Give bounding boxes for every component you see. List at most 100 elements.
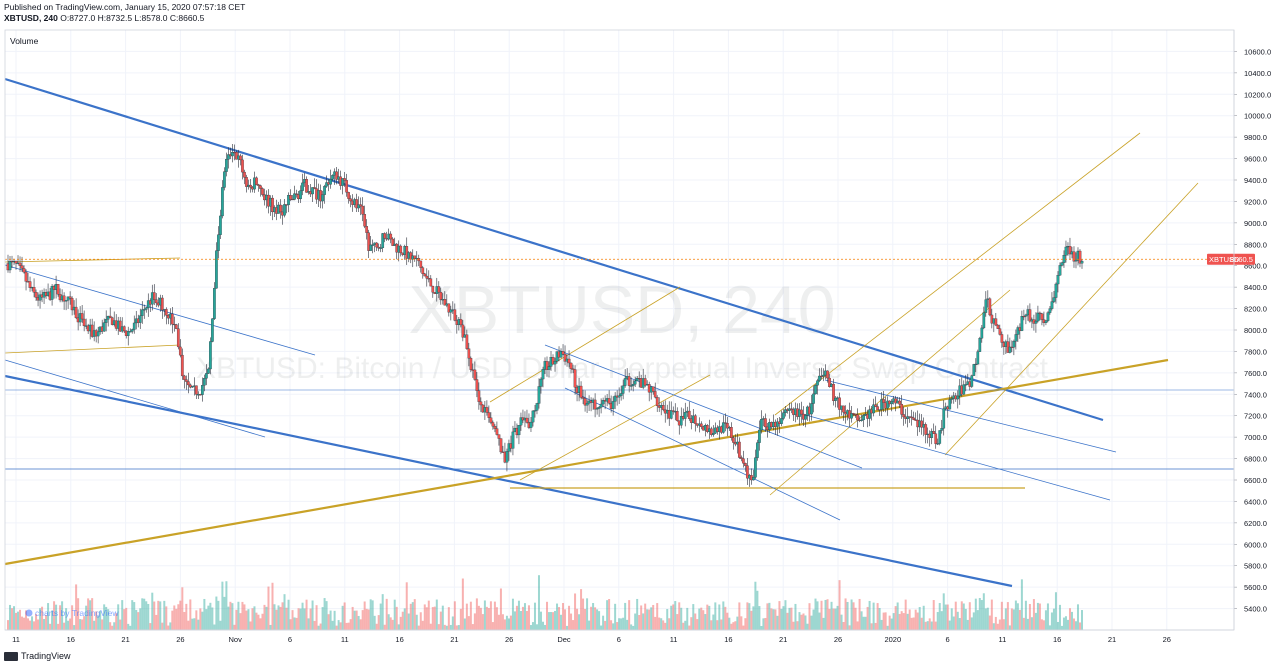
volume-bar: [519, 611, 522, 630]
candle-body: [241, 159, 244, 173]
price-tick-label: 10600.0: [1244, 47, 1271, 56]
volume-bar: [938, 603, 941, 630]
volume-bar: [842, 622, 845, 630]
candle-body: [567, 358, 571, 364]
trendline[interactable]: [4, 344, 181, 354]
volume-bar: [602, 615, 605, 630]
trendline[interactable]: [564, 387, 841, 521]
candle-body: [754, 457, 757, 478]
volume-bar: [574, 593, 577, 630]
candle-body: [601, 400, 605, 405]
volume-bar: [273, 604, 276, 630]
volume-bar: [89, 600, 92, 630]
candle-body: [1036, 312, 1040, 322]
volume-bar: [622, 617, 625, 630]
time-axis[interactable]: 11 16 21 26 Nov 6 11 16 21 26 Dec 6 11 16 21 26 2020 6 11 1…: [12, 635, 1171, 644]
price-tick-label: 7400.0: [1244, 390, 1267, 399]
price-tick-label: 5600.0: [1244, 583, 1267, 592]
volume-bar: [505, 615, 508, 630]
volume-bar: [403, 608, 406, 630]
volume-bar: [515, 605, 518, 630]
volume-bar: [275, 609, 278, 630]
volume-bar: [766, 603, 769, 630]
volume-bar: [237, 601, 240, 630]
volume-bar: [712, 614, 715, 630]
volume-bar: [469, 601, 472, 630]
price-tick-label: 8800.0: [1244, 240, 1267, 249]
volume-bar: [153, 601, 156, 630]
trendline[interactable]: [824, 379, 1117, 453]
candle-body: [176, 328, 180, 348]
volume-bar: [527, 605, 530, 630]
volume-bar: [688, 625, 691, 630]
trendline[interactable]: [544, 344, 863, 469]
candle-body: [760, 419, 763, 431]
tradingview-logo[interactable]: TradingView: [4, 651, 71, 661]
volume-bar: [564, 609, 567, 630]
candle-body: [705, 425, 709, 432]
volume-bar: [221, 581, 224, 630]
candle-body: [878, 409, 881, 411]
trendline[interactable]: [4, 77, 1104, 422]
trendline[interactable]: [794, 411, 1111, 501]
volume-bar: [397, 624, 400, 630]
candle-body: [1046, 312, 1050, 321]
volume-bar: [944, 604, 947, 630]
volume-bar: [45, 615, 48, 630]
trendline[interactable]: [489, 286, 681, 403]
trendline[interactable]: [4, 359, 266, 438]
volume-bar: [267, 586, 270, 630]
volume-bar: [1081, 610, 1083, 630]
candle-body: [974, 363, 978, 366]
volume-bar: [173, 605, 176, 630]
volume-bar: [832, 608, 835, 630]
volume-bar: [882, 612, 885, 630]
last-price-badge: [1207, 253, 1255, 265]
volume-bar: [447, 607, 450, 630]
price-tick-label: 9600.0: [1244, 155, 1267, 164]
volume-bar: [279, 606, 282, 630]
volume-bar: [285, 607, 288, 630]
volume-bar: [736, 616, 739, 630]
candle-body: [886, 400, 889, 409]
trendline-drawings[interactable]: [4, 77, 1234, 588]
volume-bar: [71, 605, 74, 630]
time-tick-label: 16: [395, 635, 403, 644]
trendline[interactable]: [519, 374, 711, 481]
trendline[interactable]: [4, 257, 181, 263]
trendline[interactable]: [4, 374, 1013, 588]
candle-body: [635, 378, 639, 382]
volume-bar: [49, 623, 52, 630]
candle-body: [365, 226, 369, 233]
candle-body: [341, 178, 344, 186]
volume-bar: [746, 602, 749, 630]
volume-bar: [900, 611, 903, 630]
candle-body: [519, 417, 523, 426]
trendline[interactable]: [4, 358, 1169, 566]
volume-bar: [654, 616, 657, 630]
candle-body: [782, 412, 785, 419]
candle-body: [1058, 265, 1062, 276]
volume-bar: [1006, 602, 1009, 630]
candle-body: [814, 385, 817, 395]
candle-body: [461, 324, 465, 338]
candle-body: [912, 417, 916, 420]
candle-body: [190, 386, 194, 388]
volume-bar: [816, 601, 819, 630]
volume-bar: [521, 606, 524, 630]
volume-bar: [359, 619, 362, 630]
candle-body: [449, 309, 453, 313]
trendline[interactable]: [774, 132, 1141, 416]
volume-bar: [870, 623, 873, 630]
trendline[interactable]: [944, 182, 1199, 456]
candle-body: [547, 366, 551, 370]
volume-bar: [405, 582, 408, 630]
price-axis[interactable]: 10600.0 10400.0 10200.0 10000.0 9800.0 9600.0…: [1234, 47, 1271, 614]
volume-bar: [175, 608, 178, 630]
trendline[interactable]: [769, 289, 1011, 496]
volume-bar: [848, 625, 851, 630]
candle-body: [742, 458, 745, 464]
candle-body: [34, 292, 38, 298]
candle-body: [108, 315, 112, 318]
